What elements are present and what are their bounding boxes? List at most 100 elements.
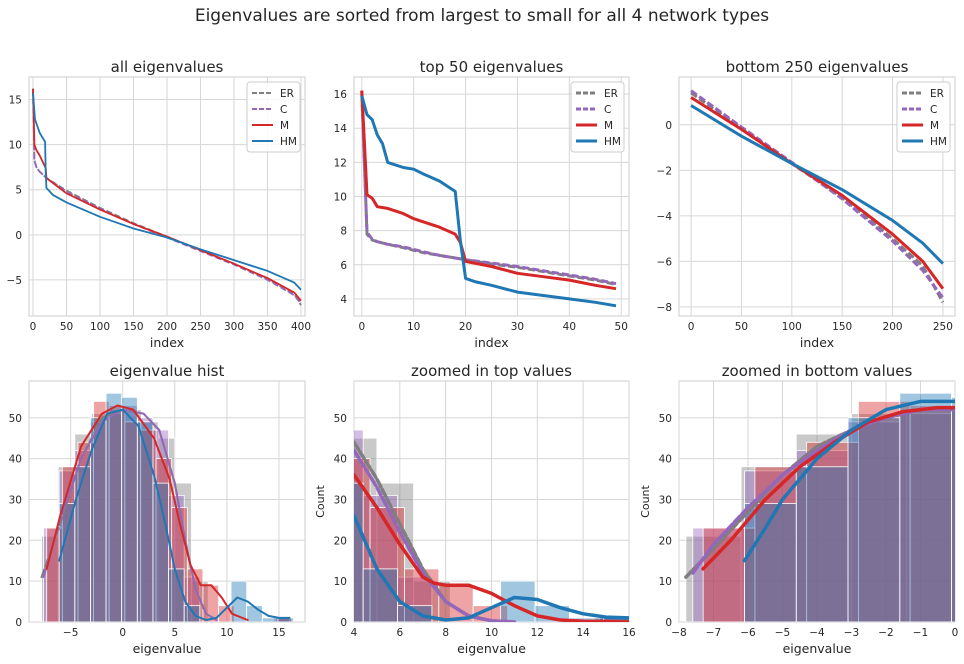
legend-label-M: M (604, 120, 613, 132)
x-tick-label: 6 (396, 627, 403, 639)
y-tick-label: −2 (657, 165, 672, 177)
plot-content (690, 89, 945, 304)
x-tick-label: 400 (291, 321, 311, 333)
hist-bar-HM (354, 482, 364, 622)
x-tick-label: 0 (688, 321, 695, 333)
legend-box (570, 81, 625, 153)
x-axis-label: index (800, 335, 834, 350)
y-tick-label: 50 (659, 413, 672, 425)
y-tick-label: 0 (15, 230, 22, 242)
subplot-title: bottom 250 eigenvalues (726, 58, 909, 76)
y-tick-label: 40 (659, 454, 672, 466)
hist-bar-HM (74, 466, 91, 622)
legend-box (896, 81, 951, 153)
y-tick-label: 30 (659, 494, 672, 506)
x-tick-label: 5 (171, 627, 178, 639)
x-axis-label: eigenvalue (133, 641, 202, 656)
kde-curve-HM (742, 399, 955, 563)
hist-bar-M (858, 401, 911, 622)
legend: ER CM HM (570, 81, 625, 153)
subplot-title: top 50 eigenvalues (420, 58, 564, 76)
x-tick-label: 0 (358, 321, 365, 333)
y-tick-label: 10 (334, 576, 347, 588)
y-tick-label: 4 (340, 294, 347, 306)
y-tick-label: 12 (334, 157, 347, 169)
hist-bar-ER (795, 433, 852, 622)
x-axis-label: index (150, 335, 184, 350)
hist-bar-HM (951, 396, 955, 622)
y-tick-label: 16 (334, 89, 348, 101)
hist-bar-HM (261, 617, 279, 622)
y-tick-label: 50 (334, 413, 347, 425)
subplot-4: −5 0 5 10 15 0 10 20 30 40 50 eigenvalue hist eigenv… (9, 362, 306, 656)
x-tick-label: −5 (775, 627, 790, 639)
hist-bar-M (806, 441, 859, 622)
x-tick-label: 12 (531, 627, 544, 639)
y-tick-label: 10 (334, 192, 347, 204)
y-tick-label: 5 (15, 185, 22, 197)
y-tick-label: 10 (9, 576, 22, 588)
kde-curve-M (354, 473, 629, 622)
subplot-6: −8 −7 −6 −5 −4 −3 −2 −1 0 0 10 20 30 40 50 zoomed in bo… (639, 362, 958, 656)
x-tick-label: 20 (459, 321, 472, 333)
x-axis-label: eigenvalue (457, 641, 526, 656)
x-tick-label: −6 (740, 627, 756, 639)
y-tick-label: 6 (340, 260, 347, 272)
x-tick-label: 50 (735, 321, 748, 333)
series-line-C (690, 89, 945, 299)
legend-label-HM: HM (604, 136, 621, 148)
y-tick-label: 30 (9, 494, 22, 506)
x-tick-label: −4 (809, 627, 825, 639)
y-tick-label: −8 (657, 302, 672, 314)
plot-content (360, 90, 617, 308)
legend-label-C: C (930, 104, 937, 116)
legend-label-HM: HM (280, 136, 297, 148)
x-tick-label: 4 (351, 627, 358, 639)
hist-bar-HM (136, 421, 154, 622)
x-axis-label: eigenvalue (783, 641, 852, 656)
y-tick-label: 0 (665, 120, 672, 132)
y-tick-label: 20 (9, 535, 22, 547)
series-line-M (690, 96, 945, 290)
y-axis-label: Count (639, 484, 652, 517)
x-tick-label: 50 (60, 321, 73, 333)
y-axis-label: Count (314, 484, 327, 517)
subplot-1: 0 50 100 150 200 250 300 350 400 −5 0 5 10 15 ER CM HM al… (7, 58, 311, 350)
legend-label-ER: ER (930, 88, 944, 100)
subplot-3: 0 50 100 150 200 250 −8 −6 −4 −2 0 ER CM HM bottom 250… (657, 58, 956, 350)
x-tick-label: 50 (615, 321, 628, 333)
y-tick-label: 40 (9, 454, 22, 466)
x-tick-label: −5 (63, 627, 78, 639)
hist-bar-HM (795, 466, 849, 622)
x-tick-label: 16 (622, 627, 636, 639)
series-line-M (360, 90, 617, 291)
hist-bar-HM (105, 392, 123, 622)
x-tick-label: 300 (224, 321, 244, 333)
x-tick-label: 200 (157, 321, 177, 333)
hist-bar-HM (183, 605, 201, 622)
x-tick-label: 40 (563, 321, 576, 333)
subplot-2: 0 10 20 30 40 50 4 6 8 10 12 14 16 ER CM HM top 50 eigen… (334, 58, 630, 350)
legend-label-M: M (930, 120, 939, 132)
y-tick-label: 40 (334, 454, 347, 466)
x-tick-label: 10 (220, 627, 233, 639)
x-tick-label: 10 (485, 627, 498, 639)
legend-label-C: C (604, 104, 611, 116)
x-tick-label: 200 (883, 321, 903, 333)
plot-content (354, 429, 629, 622)
hist-bar-C (899, 413, 952, 622)
kde-curve-HM (58, 408, 291, 621)
hist-bar-C (795, 450, 849, 622)
y-tick-label: 15 (9, 95, 22, 107)
legend-label-ER: ER (604, 88, 618, 100)
x-tick-label: 100 (90, 321, 110, 333)
y-tick-label: 10 (9, 140, 22, 152)
kde-curve-C (42, 408, 218, 621)
y-tick-label: 8 (340, 226, 347, 238)
legend: ER CM HM (896, 81, 951, 153)
hist-bar-HM (397, 605, 433, 622)
subplot-title: zoomed in top values (411, 362, 572, 380)
hist-bar-HM (744, 503, 797, 622)
hist-bar-ER (906, 409, 955, 622)
